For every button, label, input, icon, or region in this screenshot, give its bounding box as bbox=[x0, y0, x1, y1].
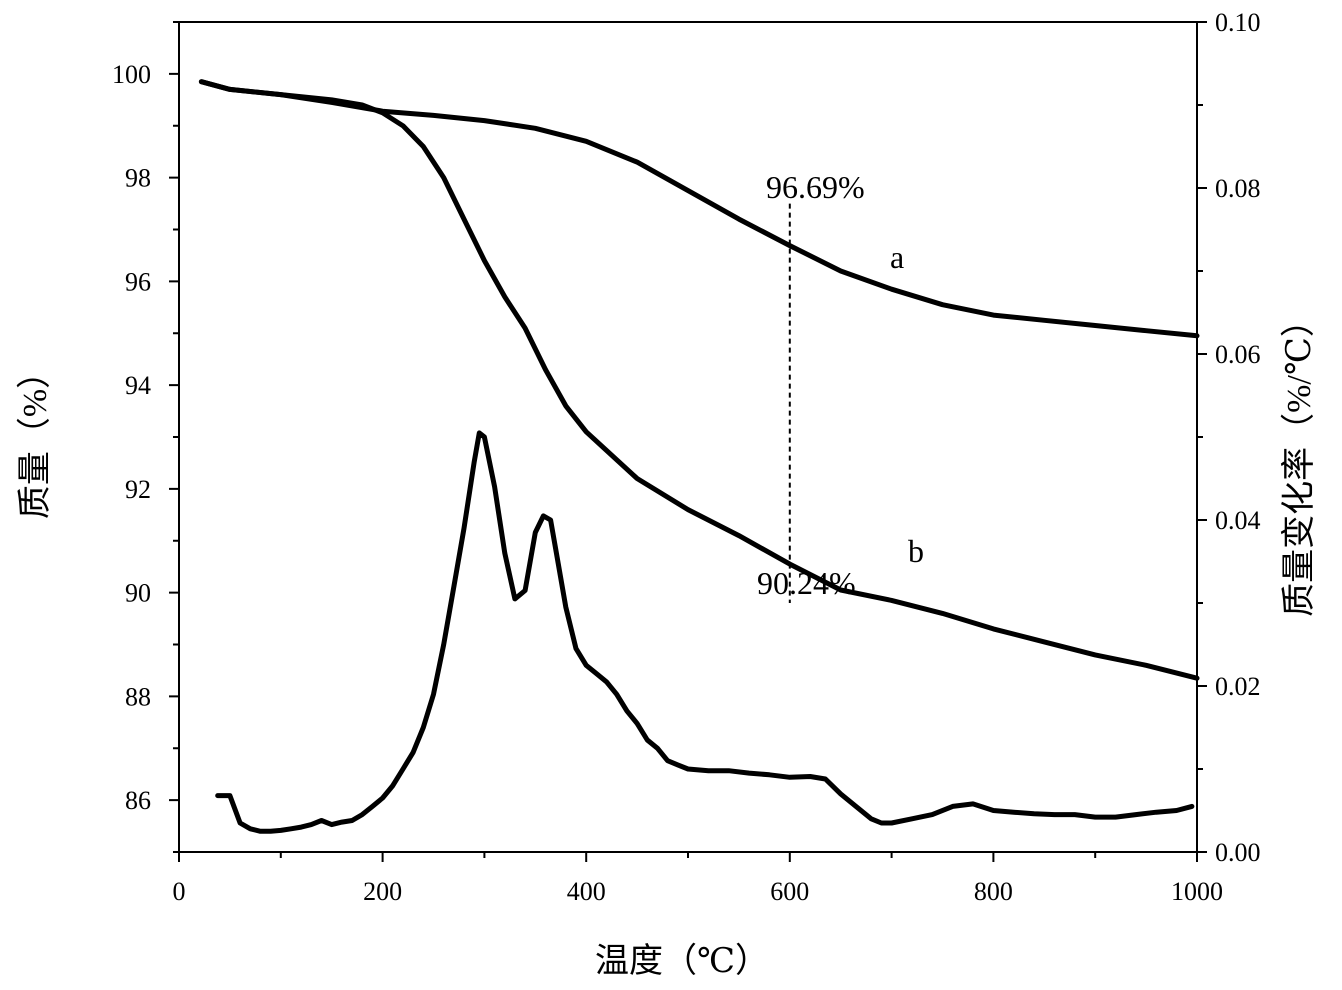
x-tick-label-0: 0 bbox=[173, 877, 186, 906]
y-right-tick-label-0.00: 0.00 bbox=[1215, 838, 1261, 867]
y-left-tick-label-88: 88 bbox=[125, 682, 151, 711]
plot-frame bbox=[178, 21, 1198, 853]
series-line-b bbox=[198, 79, 1200, 681]
x-tick-label-1000: 1000 bbox=[1171, 877, 1223, 906]
annotation-96-69: 96.69% bbox=[766, 169, 865, 205]
y-left-tick-label-96: 96 bbox=[125, 267, 151, 296]
series-layer bbox=[198, 79, 1200, 834]
y-right-tick-label-0.06: 0.06 bbox=[1215, 340, 1261, 369]
x-tick-label-600: 600 bbox=[770, 877, 809, 906]
y-right-tick-label-0.04: 0.04 bbox=[1215, 506, 1261, 535]
y-left-tick-label-100: 100 bbox=[112, 60, 151, 89]
y-left-tick-label-86: 86 bbox=[125, 786, 151, 815]
x-axis-title: 温度（℃） bbox=[595, 942, 769, 980]
annotation-90-24: 90.24% bbox=[757, 565, 856, 601]
y-right-axis-title: 质量变化率（%/℃） bbox=[1280, 303, 1318, 617]
series-line-a bbox=[198, 79, 1200, 339]
series-label-b: b bbox=[908, 533, 924, 569]
x-tick-label-800: 800 bbox=[974, 877, 1013, 906]
ticks-layer: 0 200 400 600 800 1000 86 88 90 92 94 96 98 100 0.00 0.… bbox=[112, 8, 1261, 906]
y-left-axis-title: 质量（%） bbox=[16, 355, 54, 519]
y-right-tick-label-0.08: 0.08 bbox=[1215, 174, 1261, 203]
x-tick-label-400: 400 bbox=[567, 877, 606, 906]
x-tick-label-200: 200 bbox=[363, 877, 402, 906]
series-line-DTG bbox=[215, 430, 1195, 834]
y-right-tick-label-0.02: 0.02 bbox=[1215, 672, 1261, 701]
series-label-a: a bbox=[890, 239, 904, 275]
y-left-tick-label-92: 92 bbox=[125, 475, 151, 504]
y-left-tick-label-98: 98 bbox=[125, 164, 151, 193]
y-left-tick-label-90: 90 bbox=[125, 579, 151, 608]
y-right-tick-label-0.10: 0.10 bbox=[1215, 8, 1261, 37]
y-left-tick-label-94: 94 bbox=[125, 371, 151, 400]
